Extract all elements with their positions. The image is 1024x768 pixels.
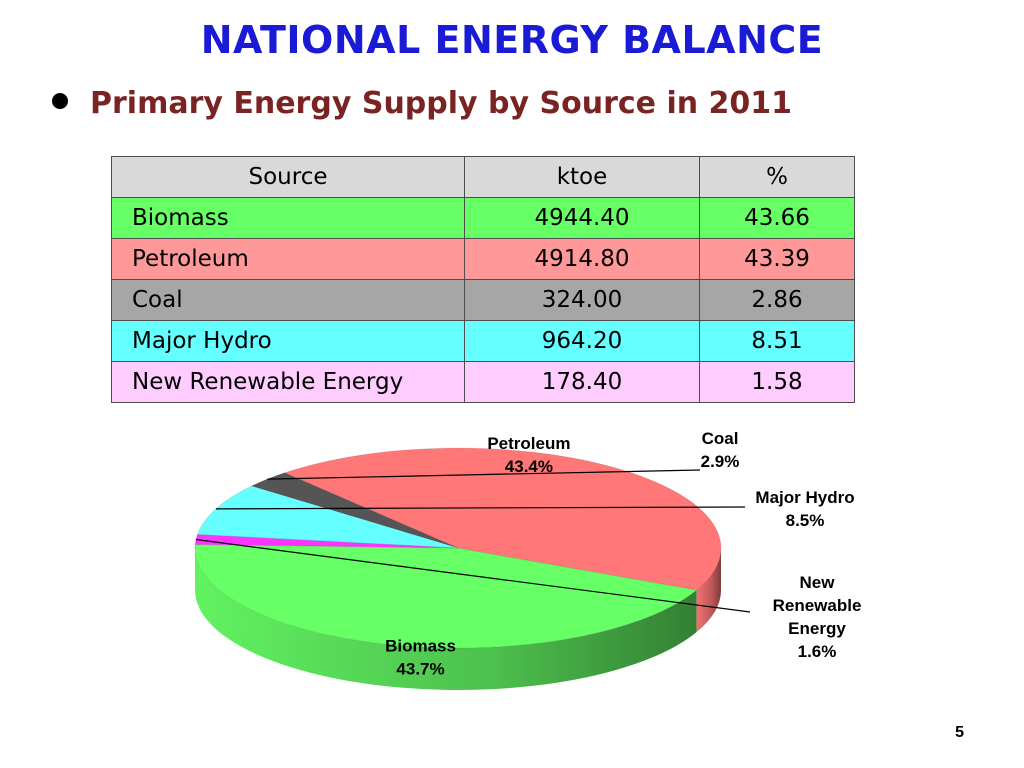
cell-source: Biomass (111, 197, 465, 239)
pie-top (194, 447, 722, 649)
subtitle-row: Primary Energy Supply by Source in 2011 (52, 86, 792, 121)
cell-ktoe: 964.20 (464, 320, 700, 362)
cell-ktoe: 4914.80 (464, 238, 700, 280)
pie-slice-new-renewable-energy (194, 533, 459, 549)
pie-leader-major-hydro (215, 506, 746, 510)
table-row: Biomass 4944.40 43.66 (111, 197, 855, 239)
pie-label-petroleum: Petroleum 43.4% (487, 434, 570, 476)
cell-ktoe: 324.00 (464, 279, 700, 321)
cell-ktoe: 4944.40 (464, 197, 700, 239)
pie-label-new-renewable-energy: New Renewable Energy 1.6% (773, 573, 862, 661)
pie-label-biomass: Biomass 43.7% (385, 636, 456, 678)
table-row: Petroleum 4914.80 43.39 (111, 238, 855, 280)
pie-leader-new-renewable-energy (195, 538, 751, 613)
table-header-row: Source ktoe % (111, 156, 855, 198)
cell-percent: 43.66 (699, 197, 855, 239)
pie-leader-coal (267, 469, 701, 480)
page-number: 5 (955, 724, 964, 741)
table-row: Major Hydro 964.20 8.51 (111, 320, 855, 362)
pie-label-major-hydro: Major Hydro 8.5% (755, 488, 854, 530)
pie-side-shade (195, 548, 697, 691)
bullet-icon (52, 92, 68, 109)
slide-title: NATIONAL ENERGY BALANCE (200, 18, 824, 62)
cell-percent: 8.51 (699, 320, 855, 362)
pie-side-shade (696, 548, 721, 633)
cell-source: Petroleum (111, 238, 465, 280)
slide-subtitle: Primary Energy Supply by Source in 2011 (90, 86, 793, 121)
pie-slice-coal (250, 472, 459, 549)
cell-percent: 43.39 (699, 238, 855, 280)
cell-percent: 1.58 (699, 361, 855, 403)
header-percent: % (699, 156, 855, 198)
cell-ktoe: 178.40 (464, 361, 700, 403)
pie-slice-petroleum (283, 447, 722, 591)
cell-source: Major Hydro (111, 320, 465, 362)
energy-table: Source ktoe % Biomass 4944.40 43.66 Petr… (111, 156, 855, 403)
pie-slice-biomass (194, 544, 698, 649)
pie-leaders (195, 469, 751, 613)
cell-percent: 2.86 (699, 279, 855, 321)
table-row: New Renewable Energy 178.40 1.58 (111, 361, 855, 403)
pie-sides (195, 548, 721, 691)
pie-labels: Biomass 43.7% Petroleum 43.4% Coal 2.9% Major … (385, 429, 861, 678)
cell-source: New Renewable Energy (111, 361, 465, 403)
header-source: Source (111, 156, 465, 198)
pie-label-coal: Coal 2.9% (701, 429, 740, 471)
